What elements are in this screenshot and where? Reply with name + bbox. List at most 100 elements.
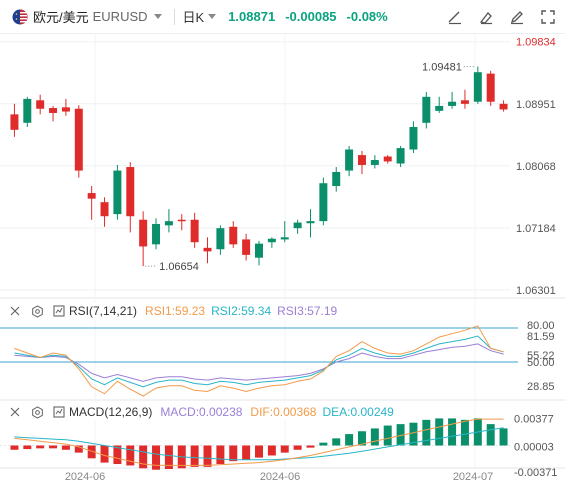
macd-histogram-bar — [396, 424, 405, 446]
macd-histogram-bar — [267, 445, 276, 456]
fullscreen-icon[interactable] — [539, 8, 557, 26]
macd-histogram-bar — [319, 442, 328, 446]
rsi-name: RSI(7,14,21) — [69, 304, 138, 318]
settings-icon[interactable] — [30, 304, 44, 318]
rsi2-line — [14, 335, 504, 388]
price-tick-label: 1.08068 — [516, 161, 556, 173]
macd-histogram-bar — [87, 445, 96, 459]
macd-histogram-bar — [61, 445, 70, 450]
candle-body — [164, 221, 173, 226]
candle-body — [203, 247, 212, 252]
macd-histogram-bar — [422, 419, 431, 446]
rsi-axis-label: 50.00 — [527, 357, 555, 369]
macd-histogram-bar — [357, 431, 366, 446]
rsi-header: RSI(7,14,21) RSI1:59.23 RSI2:59.34 RSI3:… — [0, 302, 338, 320]
candle-body — [113, 170, 122, 215]
candle-body — [152, 223, 161, 245]
macd-name: MACD(12,26,9) — [69, 405, 153, 419]
rsi2-value: RSI2:59.34 — [211, 304, 272, 318]
rsi-axis-label: 55.22 — [527, 350, 555, 362]
candle-body — [293, 222, 302, 229]
eye-icon[interactable] — [52, 405, 66, 419]
candle-body — [409, 127, 418, 150]
candle-body — [255, 243, 263, 258]
candle-body — [100, 202, 109, 217]
macd-histogram-bar — [10, 445, 19, 450]
candle-body — [357, 155, 366, 165]
low-marker-label: 1.06654 — [159, 261, 199, 273]
rsi1-line — [14, 325, 504, 397]
pair-code[interactable]: EURUSD — [92, 9, 148, 24]
chart-toolbar: 欧元/美元 EURUSD 日K 1.08871 -0.00085 -0.08% — [0, 0, 565, 34]
candle-body — [306, 221, 315, 224]
candle-body — [448, 101, 457, 106]
close-icon[interactable] — [8, 304, 22, 318]
timeframe-chevron-icon[interactable] — [208, 14, 217, 19]
candle-body — [267, 238, 276, 243]
macd-histogram-bar — [190, 445, 199, 467]
macd-histogram-bar — [280, 445, 289, 453]
macd-histogram-bar — [74, 445, 83, 453]
candle-body — [383, 156, 392, 162]
dea-value: DEA:0.00249 — [322, 405, 394, 419]
price-change-percent: -0.08% — [346, 9, 388, 24]
macd-histogram-bar — [203, 445, 212, 467]
macd-histogram-bar — [36, 445, 45, 449]
rsi-axis-label: 81.59 — [527, 331, 555, 343]
pair-name[interactable]: 欧元/美元 — [33, 10, 89, 25]
macd-histogram-bar — [139, 445, 148, 469]
macd-histogram-bar — [216, 445, 225, 465]
high-marker-label: 1.09481 — [422, 62, 462, 74]
close-icon[interactable] — [8, 405, 22, 419]
candle-body — [435, 105, 444, 111]
candle-body — [126, 167, 135, 217]
macd-histogram-bar — [499, 428, 508, 446]
macd-histogram-bar — [255, 445, 263, 458]
macd-histogram-bar — [293, 445, 302, 450]
timeframe-selector[interactable]: 日K — [182, 10, 205, 25]
macd-histogram-bar — [370, 428, 379, 446]
rsi1-value: RSI1:59.23 — [145, 304, 206, 318]
candle-body — [396, 148, 405, 164]
candle-body — [422, 96, 431, 123]
candle-body — [499, 103, 508, 110]
drawing-tools — [433, 8, 557, 26]
candle-body — [61, 107, 70, 112]
macd-histogram-bar — [23, 445, 32, 450]
macd-histogram-bar — [486, 424, 495, 446]
candle-body — [36, 100, 45, 109]
macd-histogram-bar — [242, 445, 251, 460]
rsi3-line — [14, 343, 504, 382]
macd-histogram-bar — [152, 445, 161, 470]
delete-tool-icon[interactable] — [477, 8, 495, 26]
macd-axis-label: 0.00003 — [514, 441, 554, 453]
settings-icon[interactable] — [30, 405, 44, 419]
dif-value: DIF:0.00368 — [250, 405, 317, 419]
candle-body — [23, 98, 32, 123]
candle-body — [49, 108, 58, 113]
macd-histogram-bar — [409, 422, 418, 446]
rsi3-value: RSI3:57.19 — [277, 304, 338, 318]
candle-body — [242, 239, 251, 255]
date-axis-label: 2024-06 — [65, 471, 105, 483]
macd-histogram-bar — [345, 434, 354, 446]
chevron-down-icon[interactable] — [153, 14, 162, 19]
dif-line — [14, 418, 504, 466]
eye-icon[interactable] — [52, 304, 66, 318]
candle-body — [319, 183, 328, 222]
candle-body — [473, 72, 482, 102]
macd-histogram-bar — [229, 445, 238, 462]
candle-body — [370, 160, 379, 165]
candle-body — [74, 108, 83, 171]
date-axis-label: 2024-07 — [453, 471, 493, 483]
pen-tool-icon[interactable] — [508, 8, 526, 26]
line-tool-icon[interactable] — [446, 8, 464, 26]
candle-body — [216, 228, 225, 250]
last-price: 1.08871 — [228, 9, 276, 24]
rsi-axis-label: 80.00 — [527, 320, 555, 332]
macd-header: MACD(12,26,9) MACD:0.00238 DIF:0.00368 D… — [0, 403, 394, 421]
candle-body — [280, 237, 289, 240]
macd-histogram-bar — [332, 438, 341, 446]
macd-histogram-bar — [100, 445, 109, 463]
